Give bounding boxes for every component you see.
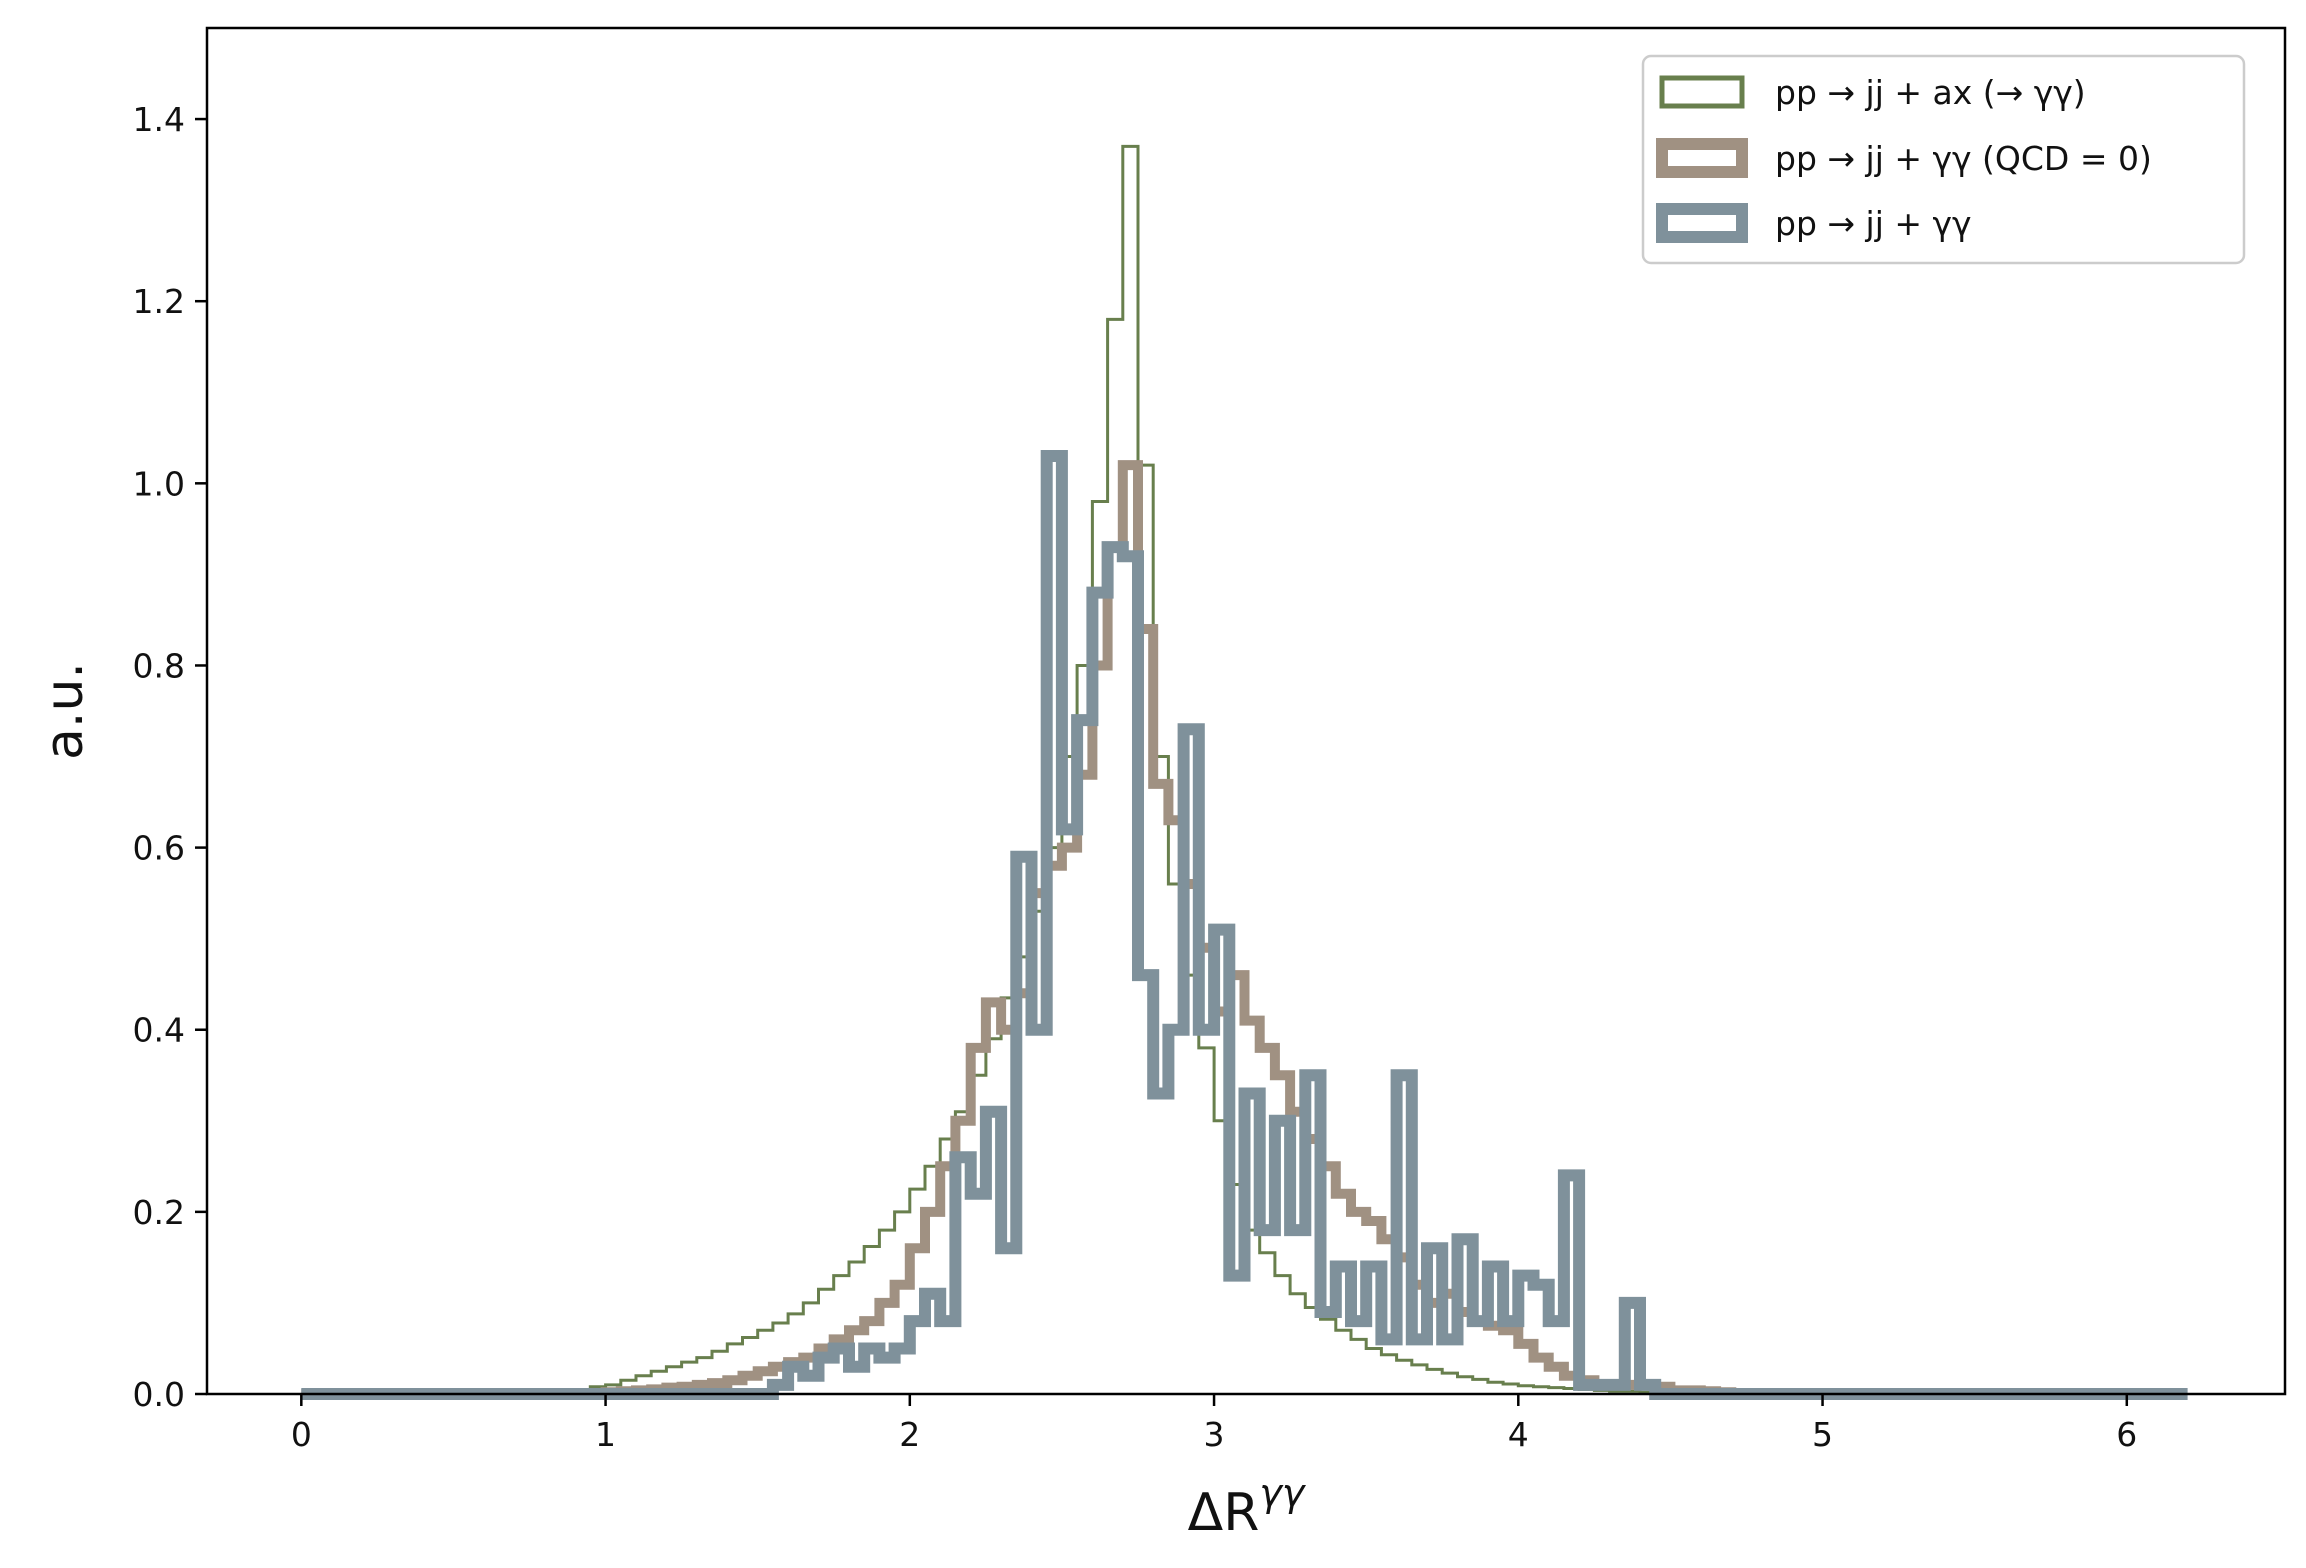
legend-label-full: pp → jj + γγ (1775, 204, 1972, 243)
legend-box (1641, 54, 2246, 265)
y-tick-label-0: 0.0 (133, 1375, 185, 1414)
x-axis: 0 1 2 3 4 5 6 (291, 1394, 2137, 1454)
y-tick-label-3: 0.6 (133, 829, 185, 868)
legend-entry-qcd0: pp → jj + γγ (QCD = 0) (1656, 138, 2152, 178)
y-tick-label-4: 0.8 (133, 646, 185, 685)
x-axis-label-superscript: γγ (1259, 1471, 1306, 1515)
x-tick-label-4: 4 (1508, 1415, 1529, 1454)
x-tick-label-6: 6 (2116, 1415, 2137, 1454)
x-tick-label-2: 2 (899, 1415, 920, 1454)
x-tick-label-3: 3 (1204, 1415, 1225, 1454)
x-tick-label-1: 1 (595, 1415, 616, 1454)
legend: pp → jj + ax (→ γγ) pp → jj + γγ (QCD = … (1641, 54, 2246, 265)
x-tick-label-5: 5 (1812, 1415, 1833, 1454)
y-tick-label-5: 1.0 (133, 464, 185, 503)
x-axis-label-main: ΔR (1188, 1483, 1260, 1543)
legend-label-signal: pp → jj + ax (→ γγ) (1775, 73, 2086, 112)
x-tick-label-0: 0 (291, 1415, 312, 1454)
y-tick-label-1: 0.2 (133, 1193, 185, 1232)
y-tick-label-6: 1.2 (133, 282, 185, 321)
plot-frame (205, 26, 2287, 1396)
legend-swatch-signal (1659, 75, 1745, 109)
legend-swatch-full (1656, 203, 1748, 243)
y-tick-label-2: 0.4 (133, 1011, 185, 1050)
legend-entry-full: pp → jj + γγ (1656, 203, 1972, 243)
y-axis: 0.0 0.2 0.4 0.6 0.8 1.0 1.2 1.4 (133, 100, 207, 1414)
series-line-0 (301, 144, 1929, 1396)
y-tick-label-7: 1.4 (133, 100, 185, 139)
x-axis-label: ΔRγγ (1188, 1471, 1307, 1543)
legend-entry-signal: pp → jj + ax (→ γγ) (1659, 73, 2086, 112)
legend-swatch-qcd0 (1656, 138, 1748, 178)
y-axis-label: a.u. (35, 662, 95, 760)
legend-label-qcd0: pp → jj + γγ (QCD = 0) (1775, 139, 2152, 178)
